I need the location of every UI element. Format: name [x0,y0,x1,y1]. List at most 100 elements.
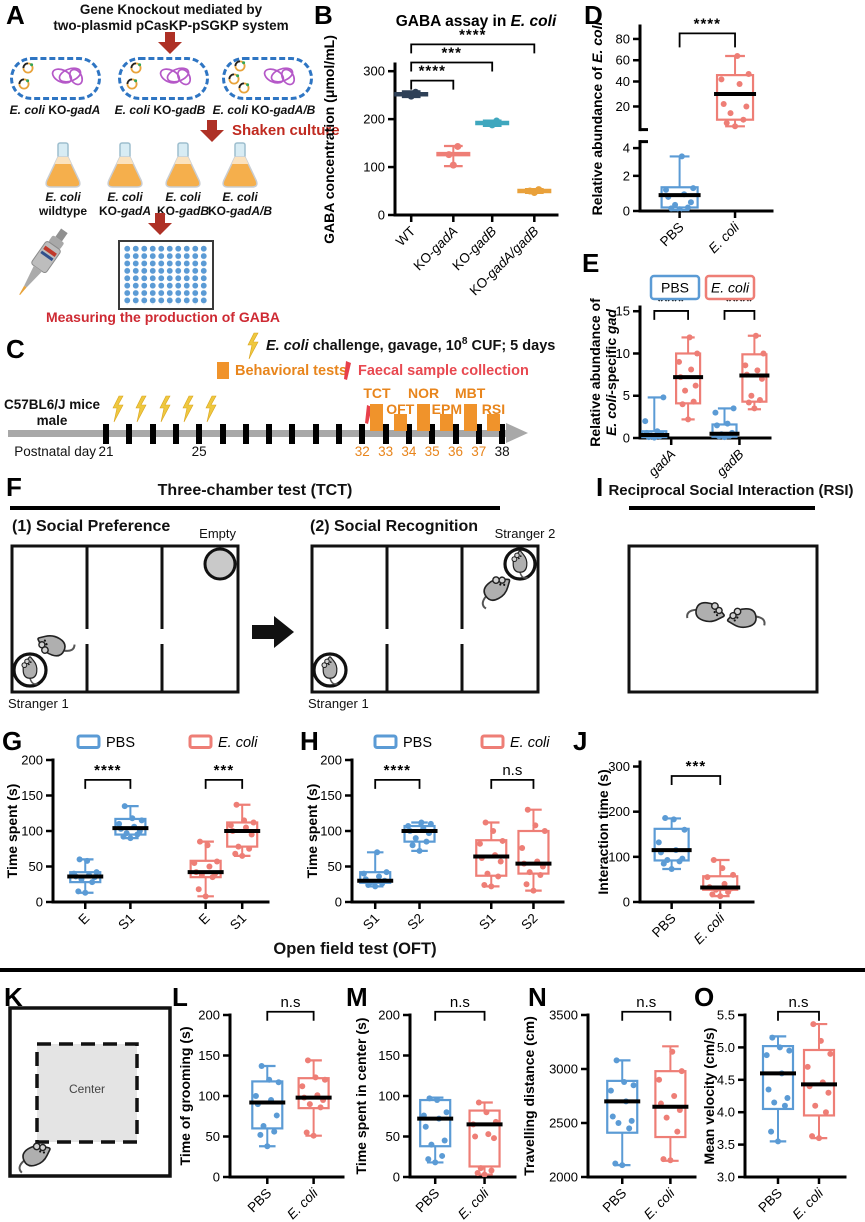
svg-text:100: 100 [21,824,43,839]
svg-text:0: 0 [36,895,43,910]
cell-label-3: E. coli KO-gadA/B [212,103,316,117]
svg-text:0: 0 [393,1170,400,1185]
svg-text:****: **** [694,15,721,32]
svg-text:E. coli: E. coli [218,735,258,751]
svg-text:100: 100 [608,849,630,864]
svg-text:5: 5 [623,388,630,403]
svg-text:150: 150 [378,1048,400,1063]
test-label-EPM: EPM [431,401,463,417]
svg-text:Travelling distance (cm): Travelling distance (cm) [521,1016,537,1176]
stranger1-label-right: Stranger 1 [308,696,369,711]
gavage-bolt-icon [135,395,147,423]
timeline-bar [8,430,508,437]
timeline-day-tick [382,424,389,444]
svg-text:n.s: n.s [636,994,656,1011]
behavioral-test-swatch [217,362,229,379]
svg-text:E: E [75,911,92,928]
svg-text:PBS: PBS [413,1186,443,1216]
svg-text:2500: 2500 [549,1116,578,1131]
svg-text:E. coli: E. coli [284,1185,321,1222]
timeline-arrowhead [506,423,528,443]
test-label-OFT: OFT [386,401,415,417]
svg-text:E. coli: E. coli [455,1185,492,1222]
svg-text:100: 100 [320,824,342,839]
panel-A-title-line2: two-plasmid pCasKP-pSGKP system [53,18,289,33]
96-well-plate [118,240,214,310]
panel-B-chart: 0 100 200 300 GABA concentration (μmol/mL) GA… [321,13,559,298]
social-recognition-label: (2) Social Recognition [310,518,479,535]
svg-text:***: *** [686,758,707,775]
panel-letter-I: I [596,472,604,502]
down-arrow-icon [158,32,182,54]
svg-text:E. coli: E. coli [711,280,750,296]
timeline-day-tick [196,424,203,444]
faecal-flag-icon [344,361,351,380]
behavioral-test-bar-RSI [486,414,500,431]
svg-text:100: 100 [363,160,385,175]
postnatal-day-33: 33 [378,444,394,459]
postnatal-day-34: 34 [401,444,417,459]
timeline-day-tick [405,424,412,444]
gavage-bolt-icon [159,395,170,423]
svg-text:E. coli: E. coli [641,1185,678,1222]
svg-text:n.s: n.s [450,994,470,1011]
timeline-day-tick [219,424,226,444]
timeline-day-tick [499,424,506,444]
svg-text:3500: 3500 [549,1008,578,1023]
svg-text:3000: 3000 [549,1062,578,1077]
center-zone [35,1042,139,1144]
behavioral-test-bar-NOR [417,404,431,431]
svg-text:PBS: PBS [403,735,432,751]
svg-text:4.0: 4.0 [717,1105,735,1120]
svg-text:S2: S2 [404,911,426,933]
panel-letter-L: L [172,982,188,1012]
svg-text:Relative abundance of: Relative abundance of [587,298,603,447]
panel-N-chart: 2000 2500 3000 3500 Travelling distance (cm)… [521,994,697,1222]
svg-text:gadB: gadB [714,447,747,480]
svg-text:gadA: gadA [645,447,678,480]
panel-letter-N: N [528,982,547,1012]
svg-text:n.s: n.s [788,994,808,1011]
panel-H-chart: 0 50 100 150 200 Time spent (s) S1 S2 S1 S2 **** n.… [304,734,565,933]
svg-text:60: 60 [616,53,630,68]
open-field-arena-diagram [8,1006,172,1178]
svg-text:S1: S1 [115,911,137,933]
svg-text:S1: S1 [360,911,382,933]
svg-text:4: 4 [623,141,630,156]
rsi-title: Reciprocal Social Interaction (RSI) [608,482,854,499]
svg-text:300: 300 [608,759,630,774]
panel-letter-E: E [582,248,600,278]
postnatal-day-38: 38 [494,444,510,459]
svg-text:PBS: PBS [649,911,679,941]
svg-text:GABA concentration (μmol/mL): GABA concentration (μmol/mL) [321,35,337,244]
svg-text:50: 50 [328,859,342,874]
svg-text:5.0: 5.0 [717,1040,735,1055]
panel-D-chart: 0 2 4 20 40 60 80 Relative abundance of E. coli… [589,15,774,256]
svg-text:n.s: n.s [502,762,522,779]
flask-ko-gadB [165,142,201,188]
tct-title: Three-chamber test (TCT) [157,482,353,499]
measure-gaba-label: Measuring the production of GABA [45,309,281,325]
flask-label-1: E. coli wildtype [38,190,87,218]
svg-text:S1: S1 [476,911,498,933]
oft-section-divider [0,968,865,972]
gavage-bolt-icon [112,395,124,423]
svg-text:Interaction time (s): Interaction time (s) [595,769,611,894]
empty-cup-icon [203,547,237,581]
svg-text:Time spent in center (s): Time spent in center (s) [353,1018,369,1175]
center-zone-label: Center [68,1082,106,1096]
svg-text:n.s: n.s [280,994,300,1011]
svg-text:PBS: PBS [600,1186,630,1216]
behavioral-test-bar-TCT [370,404,384,431]
svg-text:WT: WT [393,224,418,249]
flask-label-2: E. coli KO-gadA [99,190,151,218]
svg-text:0: 0 [623,895,630,910]
rsi-mouse-left-icon [685,596,728,627]
timeline-day-tick [289,424,296,444]
panel-letter-H: H [300,726,319,756]
down-arrow-icon [200,120,224,142]
stage-arrow-icon [252,616,294,648]
pipette-icon [11,225,73,301]
